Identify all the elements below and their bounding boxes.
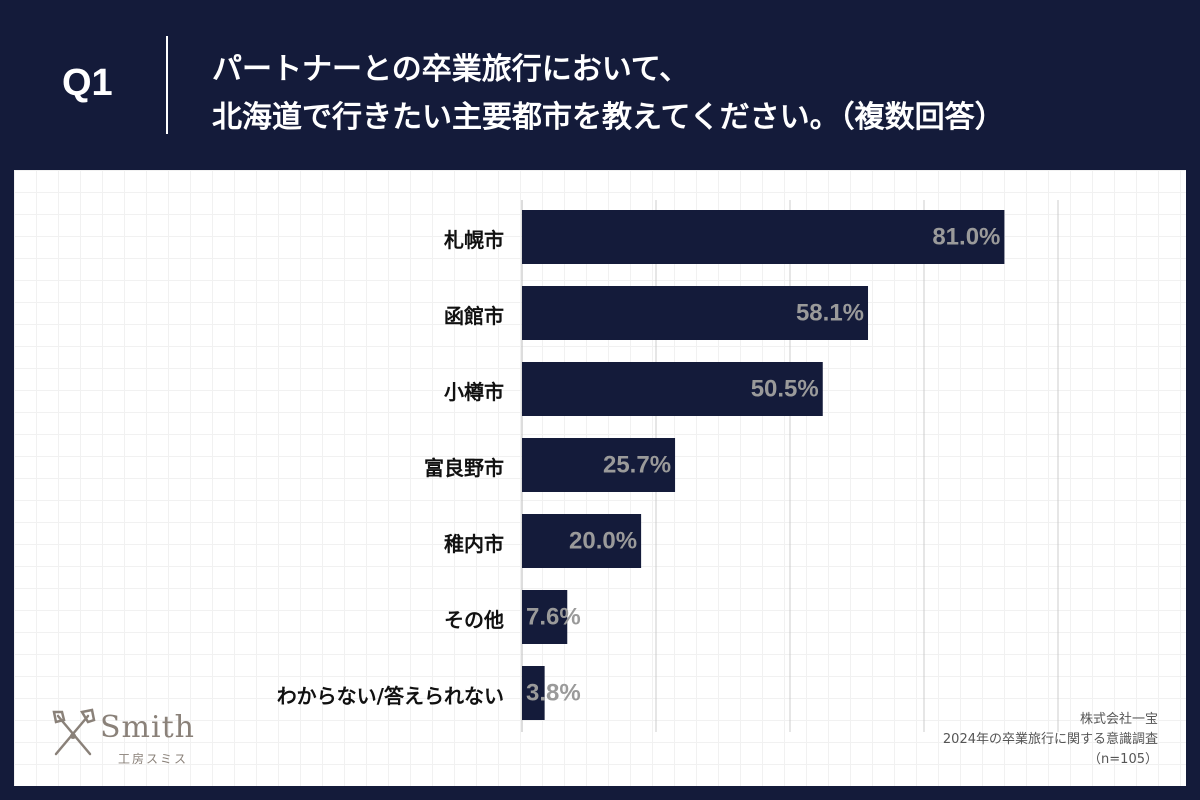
category-label: 函館市 bbox=[444, 304, 504, 328]
bar bbox=[522, 210, 1005, 264]
question-number: Q1 bbox=[62, 62, 113, 104]
logo-subtitle: 工房スミス bbox=[118, 752, 189, 766]
source-company: 株式会社一宝 bbox=[1079, 712, 1158, 727]
data-label: 81.0% bbox=[932, 224, 1000, 251]
category-label: 小樽市 bbox=[444, 380, 504, 404]
category-label: 札幌市 bbox=[444, 228, 504, 252]
crossed-tools-icon bbox=[52, 708, 96, 756]
data-label: 25.7% bbox=[603, 452, 671, 479]
bar bbox=[522, 362, 823, 416]
data-label: 50.5% bbox=[751, 376, 819, 403]
question-title-line-2: 北海道で行きたい主要都市を教えてください。（複数回答） bbox=[212, 100, 1005, 135]
bar bbox=[522, 514, 642, 568]
header-divider bbox=[166, 36, 168, 134]
bar bbox=[522, 590, 568, 644]
category-label: その他 bbox=[444, 608, 504, 632]
category-label: 富良野市 bbox=[424, 456, 504, 480]
source-sample: （n=105） bbox=[1088, 752, 1158, 767]
source-note: 株式会社一宝 2024年の卒業旅行に関する意識調査 （n=105） bbox=[943, 710, 1158, 770]
bar bbox=[522, 666, 545, 720]
bar bbox=[522, 438, 676, 492]
bar-chart: 81.0% 58.1% 50.5% 25.7% 20.0% 7.6% 3.8% bbox=[521, 200, 1059, 732]
bar bbox=[522, 286, 869, 340]
data-label: 7.6% bbox=[526, 604, 581, 631]
data-label: 20.0% bbox=[569, 528, 637, 555]
chart-panel: 81.0% 58.1% 50.5% 25.7% 20.0% 7.6% 3.8% 札幌市函館市… bbox=[14, 170, 1186, 786]
smith-logo: Smith 工房スミス bbox=[48, 706, 248, 776]
data-label: 58.1% bbox=[796, 300, 864, 327]
source-survey: 2024年の卒業旅行に関する意識調査 bbox=[942, 732, 1158, 747]
data-label: 3.8% bbox=[526, 680, 581, 707]
header: Q1 パートナーとの卒業旅行において、 北海道で行きたい主要都市を教えてください… bbox=[0, 0, 1200, 170]
question-title-line-1: パートナーとの卒業旅行において、 bbox=[212, 52, 690, 87]
category-label: わからない/答えられない bbox=[276, 684, 504, 708]
logo-name: Smith bbox=[100, 710, 195, 745]
category-label: 稚内市 bbox=[444, 532, 504, 556]
